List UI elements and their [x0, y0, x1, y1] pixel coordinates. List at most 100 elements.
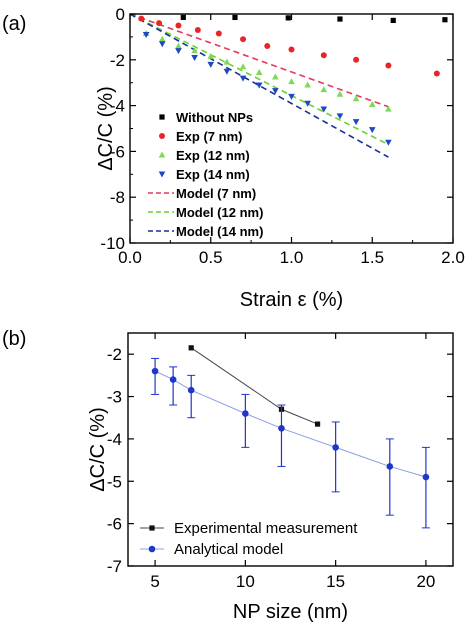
legend-marker — [159, 133, 165, 139]
legend-marker — [158, 171, 166, 178]
data-point — [368, 127, 376, 134]
x-tick-label: 10 — [236, 572, 255, 591]
y-tick-label: -5 — [107, 472, 122, 491]
x-tick-label: 1.5 — [360, 248, 384, 267]
legend-label: Without NPs — [176, 110, 253, 125]
data-point — [180, 14, 186, 21]
data-point — [191, 54, 198, 61]
legend-marker — [158, 151, 166, 158]
data-point — [288, 93, 295, 100]
data-point — [169, 376, 177, 383]
data-point — [223, 58, 231, 65]
data-point — [188, 345, 194, 351]
data-point — [385, 139, 392, 146]
data-point — [138, 15, 145, 22]
x-axis-label: Strain ε (%) — [240, 289, 343, 311]
y-tick-label: -2 — [110, 51, 125, 70]
data-point — [336, 90, 344, 97]
data-point — [175, 22, 182, 29]
chart-a: 0 -2 -4 -6 -8 -100.0 0.5 1.0 1.5 2.0 Strain ε (%) Δ… — [95, 5, 465, 311]
x-tick-label: 1.0 — [280, 248, 304, 267]
data-point — [304, 81, 311, 88]
data-point — [442, 17, 448, 23]
data-point — [159, 35, 166, 42]
x-tick-label: 5 — [150, 572, 159, 591]
y-tick-label: -3 — [107, 388, 122, 407]
data-point — [285, 15, 291, 21]
data-point — [314, 421, 321, 427]
data-point — [433, 70, 440, 77]
data-point — [385, 105, 392, 112]
y-tick-label: 0 — [116, 5, 125, 24]
data-point — [336, 113, 344, 120]
data-point — [242, 410, 249, 417]
data-point — [288, 78, 295, 85]
data-point — [320, 86, 328, 93]
legend-label: Model (7 nm) — [176, 186, 256, 201]
data-point — [223, 68, 231, 75]
y-tick-label: -6 — [110, 142, 125, 161]
data-point — [422, 473, 430, 481]
data-point — [337, 16, 343, 22]
x-axis-label: NP size (nm) — [233, 601, 348, 623]
data-point — [232, 14, 238, 21]
data-point — [142, 32, 150, 39]
data-point — [368, 101, 376, 108]
data-point — [156, 20, 163, 27]
chart-b: -2 -3 -4 -5 -6 -7 5 10 15 20 NP size (nm) ΔC/C (%) E… — [87, 332, 454, 623]
data-point — [352, 95, 360, 102]
data-point — [264, 43, 271, 50]
y-tick-label: -4 — [110, 97, 125, 116]
y-tick-label: -10 — [100, 234, 125, 253]
legend-label: Analytical model — [174, 541, 283, 558]
x-tick-label: 15 — [326, 572, 345, 591]
panel-label-b: (b) — [2, 328, 26, 350]
y-tick-label: -4 — [107, 430, 122, 449]
data-point — [151, 367, 159, 375]
series-line-0 — [190, 347, 318, 425]
y-axis-label: ΔC/C (%) — [95, 86, 117, 170]
x-tick-label: 20 — [416, 572, 435, 591]
data-point — [288, 46, 295, 53]
data-point — [207, 61, 215, 68]
data-point — [272, 88, 279, 95]
legend-label: Model (12 nm) — [176, 205, 263, 220]
series-line-1 — [154, 370, 427, 478]
data-point — [304, 100, 311, 107]
data-point — [240, 36, 247, 43]
x-tick-label: 2.0 — [441, 248, 465, 267]
data-point — [352, 119, 360, 126]
y-tick-label: -7 — [107, 557, 122, 576]
data-point — [390, 17, 396, 24]
data-point — [386, 463, 394, 470]
data-point — [255, 82, 263, 89]
data-point — [191, 47, 198, 54]
legend-marker — [159, 114, 165, 120]
legend-marker — [149, 525, 155, 531]
data-point — [239, 63, 247, 70]
data-point — [320, 106, 328, 113]
legend-label: Model (14 nm) — [176, 224, 263, 239]
y-tick-label: -8 — [110, 188, 125, 207]
data-point — [175, 48, 182, 55]
data-point — [255, 68, 263, 75]
data-point — [187, 386, 195, 394]
y-axis-label: ΔC/C (%) — [87, 407, 109, 491]
legend-label: Experimental measurement — [174, 520, 358, 537]
data-point — [207, 52, 215, 59]
data-point — [194, 27, 201, 34]
legend-label: Exp (12 nm) — [176, 148, 250, 163]
data-point — [272, 73, 279, 80]
data-point — [278, 425, 285, 432]
y-tick-label: -2 — [107, 345, 122, 364]
legend-label: Exp (14 nm) — [176, 167, 250, 182]
panel-label-a: (a) — [2, 13, 26, 35]
model-line-4 — [129, 13, 389, 108]
data-point — [332, 444, 339, 451]
plot-frame-b — [127, 332, 454, 567]
y-tick-label: -6 — [107, 515, 122, 534]
data-point — [239, 75, 247, 82]
data-point — [175, 42, 182, 49]
x-tick-label: 0.0 — [118, 248, 142, 267]
